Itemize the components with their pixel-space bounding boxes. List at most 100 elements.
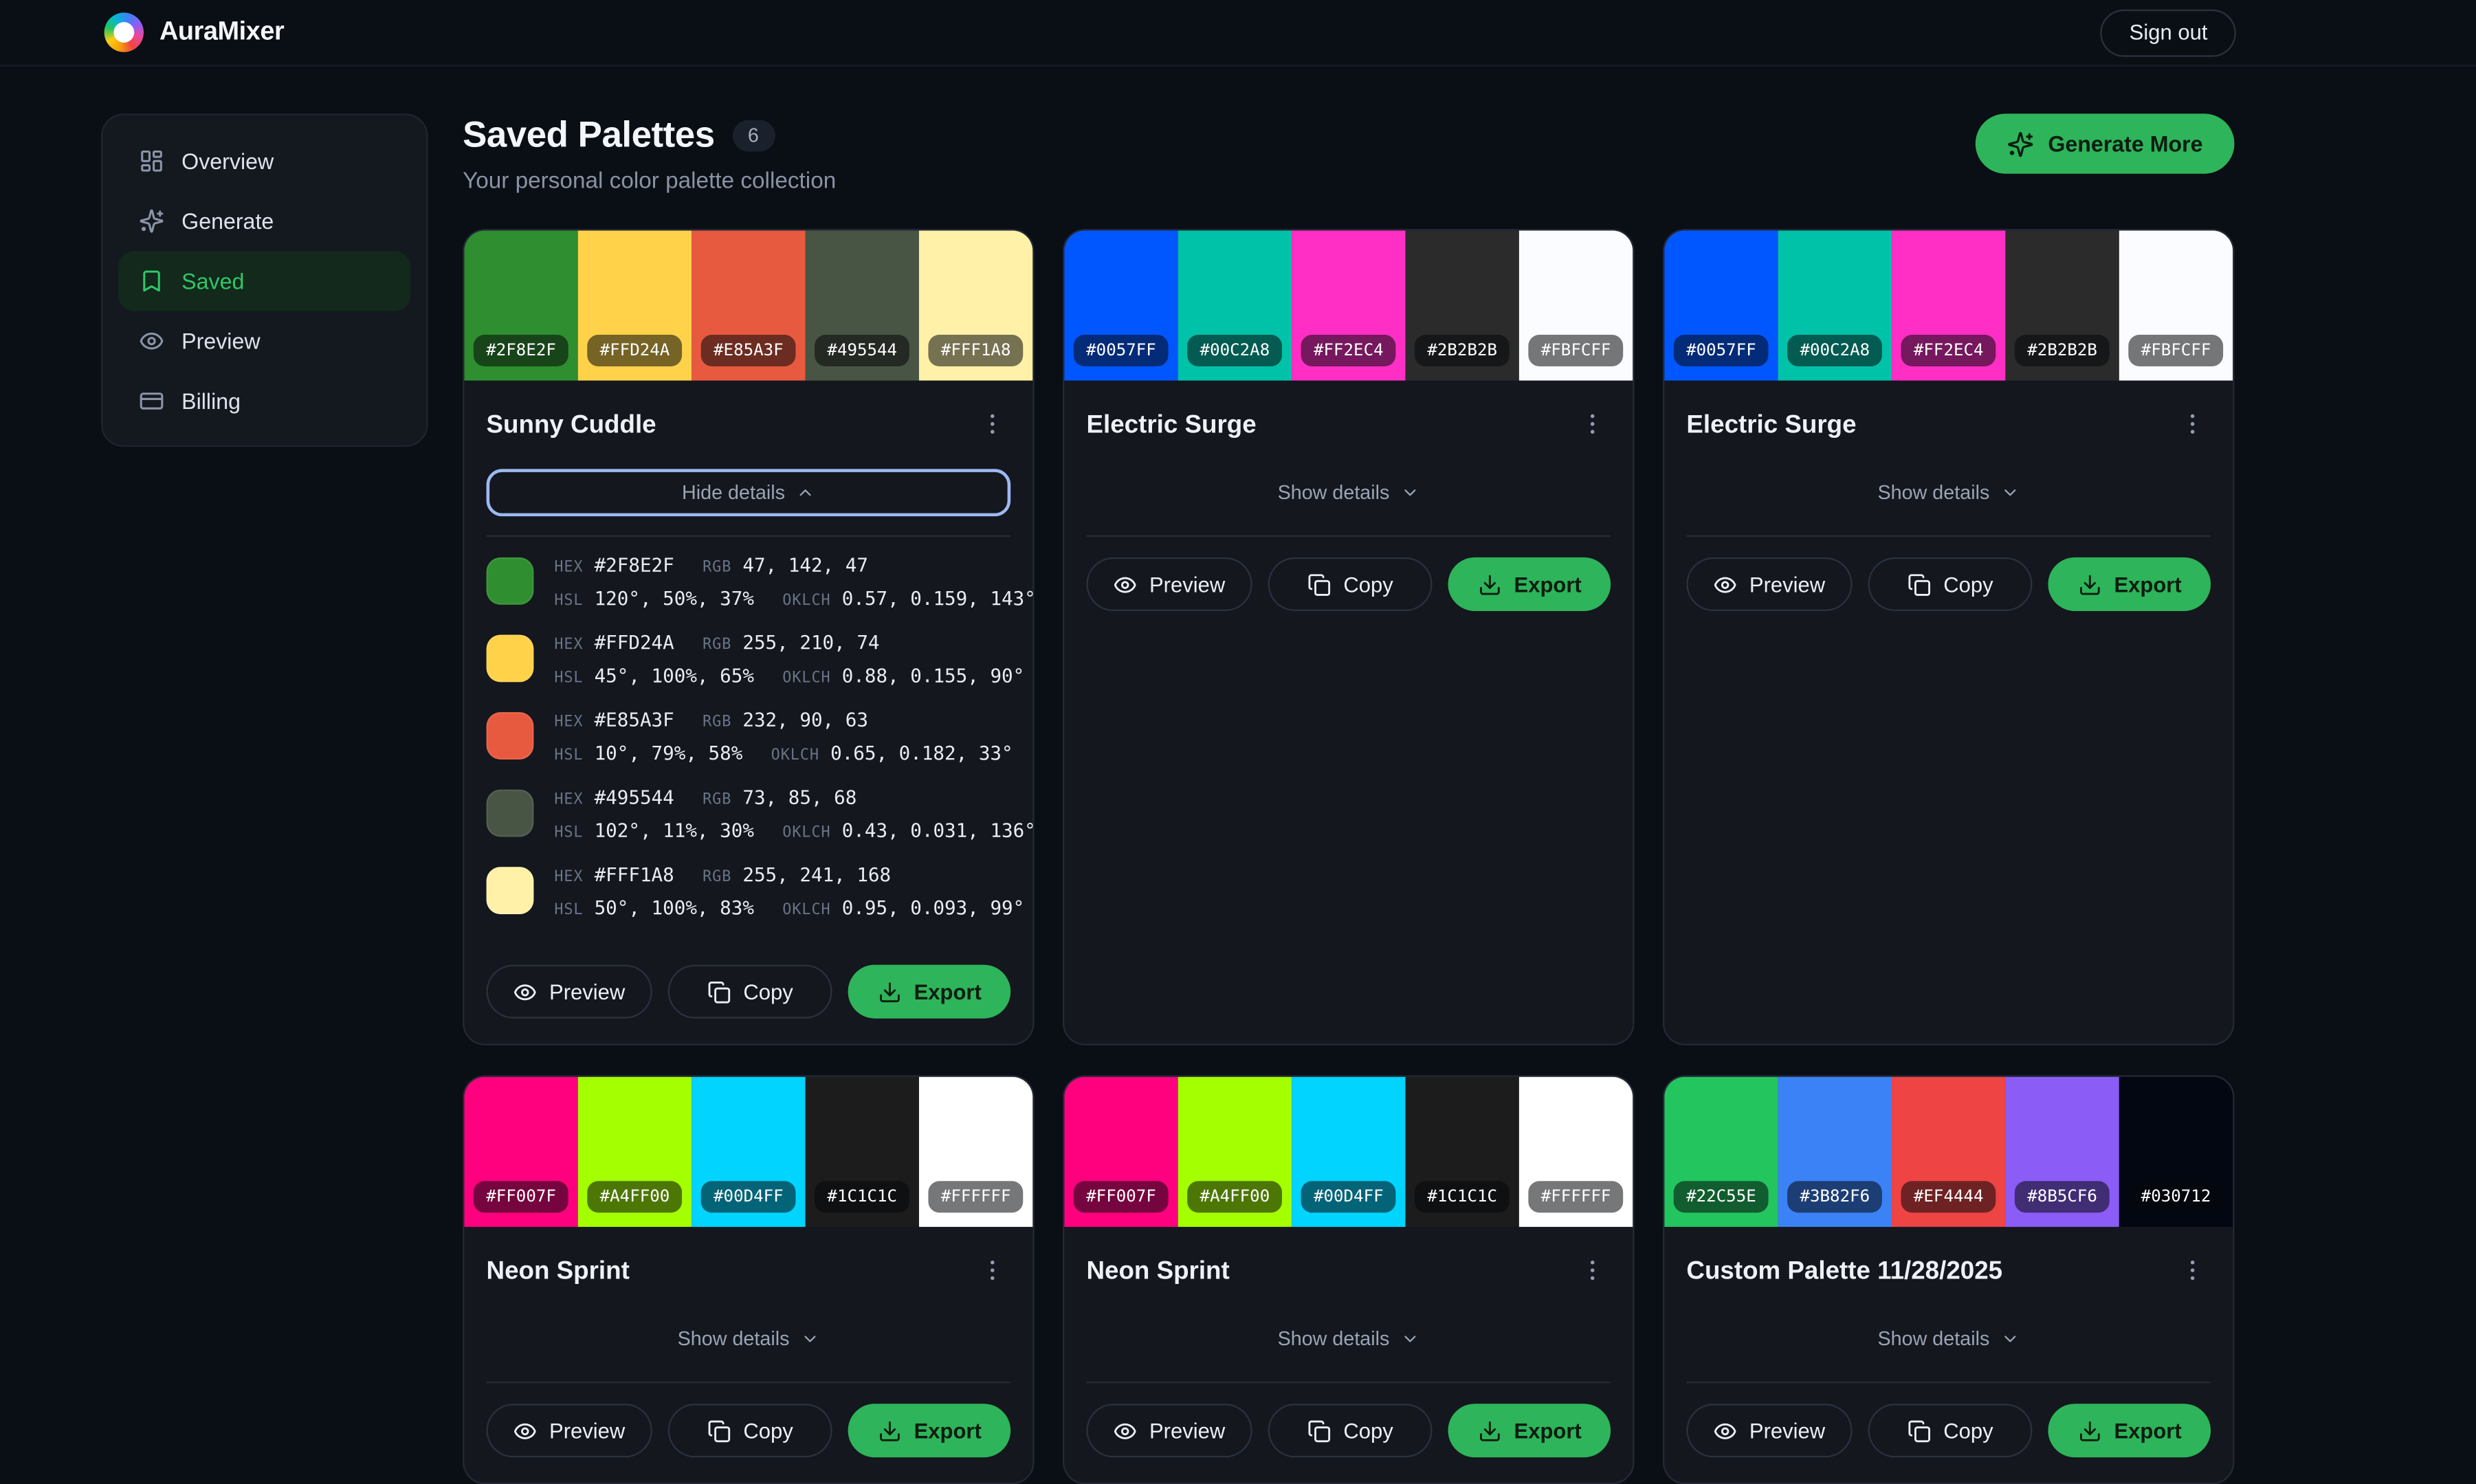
rgb-value: 47, 142, 47: [742, 554, 868, 577]
swatch-hex-chip: #00D4FF: [1301, 1180, 1397, 1213]
palette-swatch[interactable]: #3B82F6: [1778, 1076, 1892, 1227]
copy-button[interactable]: Copy: [1867, 1404, 2033, 1458]
copy-icon: [1907, 1419, 1930, 1442]
palette-grid: #2F8E2F #FFD24A #E85A3F #495544 #FFF1A8 Sunn…: [463, 229, 2235, 1484]
download-icon: [878, 1419, 901, 1442]
details-toggle-button[interactable]: Show details: [1086, 469, 1611, 516]
palette-swatch[interactable]: #030712: [2119, 1076, 2233, 1227]
palette-swatch[interactable]: #1C1C1C: [1405, 1076, 1519, 1227]
details-toggle-button[interactable]: Show details: [487, 1316, 1011, 1363]
export-button[interactable]: Export: [1448, 1404, 1611, 1458]
copy-button[interactable]: Copy: [667, 964, 833, 1019]
generate-more-button[interactable]: Generate More: [1975, 113, 2235, 174]
palette-swatch[interactable]: #00D4FF: [692, 1076, 806, 1227]
sign-out-button[interactable]: Sign out: [2101, 8, 2236, 56]
palette-name: Neon Sprint: [1086, 1258, 1230, 1285]
swatch-hex-chip: #FF007F: [473, 1180, 569, 1213]
palette-swatch[interactable]: #A4FF00: [577, 1076, 692, 1227]
export-button[interactable]: Export: [2048, 1404, 2211, 1458]
divider: [1086, 535, 1611, 538]
preview-button[interactable]: Preview: [1686, 1404, 1852, 1458]
palette-card: #2F8E2F #FFD24A #E85A3F #495544 #FFF1A8 Sunn…: [463, 229, 1035, 1045]
copy-button[interactable]: Copy: [667, 1404, 833, 1458]
rgb-value: 255, 241, 168: [742, 863, 892, 886]
palette-swatch[interactable]: #FF2EC4: [1292, 230, 1406, 381]
bookmark-icon: [139, 269, 164, 294]
swatch-hex-chip: #1C1C1C: [815, 1180, 910, 1213]
color-detail-row: HEX #2F8E2F RGB 47, 142, 47 HSL 120°, 50%, …: [486, 554, 1032, 620]
oklch-value: 0.95, 0.093, 99°: [841, 896, 1025, 919]
palette-name: Neon Sprint: [486, 1258, 630, 1285]
palette-swatch[interactable]: #0057FF: [1064, 230, 1178, 381]
palette-swatch[interactable]: #2F8E2F: [464, 230, 578, 381]
palette-swatch[interactable]: #E85A3F: [692, 230, 806, 381]
preview-button[interactable]: Preview: [486, 964, 652, 1019]
palette-card: #0057FF #00C2A8 #FF2EC4 #2B2B2B #FBFCFF Elec…: [1063, 229, 1635, 1045]
card-menu-button[interactable]: [973, 1254, 1010, 1292]
palette-swatch[interactable]: #8B5CF6: [2005, 1076, 2119, 1227]
details-toggle-button[interactable]: Show details: [1086, 1316, 1611, 1363]
palette-swatch[interactable]: #495544: [805, 230, 919, 381]
export-button[interactable]: Export: [848, 1404, 1011, 1458]
palette-swatch[interactable]: #1C1C1C: [805, 1076, 919, 1227]
copy-button[interactable]: Copy: [1867, 557, 2033, 612]
sidebar-item-saved[interactable]: Saved: [118, 251, 411, 311]
sidebar-item-overview[interactable]: Overview: [118, 131, 410, 191]
preview-button[interactable]: Preview: [486, 1404, 652, 1458]
chevron-down-icon: [801, 1329, 820, 1349]
palette-swatch[interactable]: #00C2A8: [1778, 230, 1892, 381]
download-icon: [2078, 1419, 2101, 1442]
swatch-hex-chip: #00D4FF: [700, 1180, 797, 1213]
palette-name: Electric Surge: [1086, 412, 1257, 439]
preview-button[interactable]: Preview: [1686, 557, 1852, 612]
card-menu-button[interactable]: [973, 408, 1010, 445]
copy-icon: [707, 979, 731, 1003]
kebab-icon: [1578, 410, 1605, 442]
palette-swatch[interactable]: #FFFFFF: [1518, 1076, 1633, 1227]
card-menu-button[interactable]: [1573, 408, 1611, 445]
preview-button[interactable]: Preview: [1086, 557, 1252, 612]
copy-button[interactable]: Copy: [1267, 557, 1433, 612]
palette-swatch[interactable]: #FFD24A: [577, 230, 692, 381]
sidebar-item-preview[interactable]: Preview: [118, 311, 410, 371]
card-menu-button[interactable]: [2173, 408, 2211, 445]
palette-swatch[interactable]: #FF2EC4: [1892, 230, 2006, 381]
palette-swatch[interactable]: #00D4FF: [1292, 1076, 1406, 1227]
copy-icon: [1907, 573, 1930, 596]
palette-swatch[interactable]: #FBFCFF: [2119, 230, 2233, 381]
sidebar-item-generate[interactable]: Generate: [118, 191, 410, 251]
card-menu-button[interactable]: [2173, 1254, 2211, 1292]
palette-swatch[interactable]: #EF4444: [1892, 1076, 2006, 1227]
palette-swatch[interactable]: #FF007F: [1064, 1076, 1178, 1227]
divider: [486, 1382, 1011, 1384]
card-menu-button[interactable]: [1573, 1254, 1611, 1292]
copy-button[interactable]: Copy: [1267, 1404, 1433, 1458]
credit-card-icon: [139, 388, 164, 414]
sidebar-item-billing[interactable]: Billing: [118, 371, 410, 431]
swatch-hex-chip: #00C2A8: [1187, 333, 1283, 366]
palette-swatch[interactable]: #A4FF00: [1178, 1076, 1292, 1227]
palette-swatch[interactable]: #22C55E: [1664, 1076, 1778, 1227]
swatch-hex-chip: #FF2EC4: [1901, 333, 1996, 366]
swatch-hex-chip: #1C1C1C: [1414, 1180, 1510, 1213]
details-toggle-button[interactable]: Hide details: [486, 469, 1011, 517]
palette-swatch[interactable]: #2B2B2B: [1405, 230, 1519, 381]
export-button[interactable]: Export: [848, 964, 1011, 1019]
palette-swatch[interactable]: #00C2A8: [1178, 230, 1292, 381]
palette-swatch[interactable]: #2B2B2B: [2005, 230, 2119, 381]
swatch-hex-chip: #2B2B2B: [1414, 333, 1510, 366]
export-button[interactable]: Export: [1448, 557, 1611, 612]
palette-swatch[interactable]: #FF007F: [464, 1076, 578, 1227]
palette-swatch[interactable]: #0057FF: [1664, 230, 1778, 381]
copy-icon: [1307, 573, 1330, 596]
preview-button[interactable]: Preview: [1086, 1404, 1252, 1458]
swatch-hex-chip: #FFFFFF: [928, 1180, 1024, 1213]
details-toggle-button[interactable]: Show details: [1686, 1316, 2211, 1363]
palette-swatch[interactable]: #FBFCFF: [1518, 230, 1633, 381]
hsl-value: 120°, 50%, 37%: [594, 587, 754, 610]
palette-swatch[interactable]: #FFFFFF: [918, 1076, 1033, 1227]
details-toggle-button[interactable]: Show details: [1686, 469, 2211, 516]
palette-swatch[interactable]: #FFF1A8: [918, 230, 1033, 381]
swatch-hex-chip: #22C55E: [1673, 1180, 1769, 1213]
export-button[interactable]: Export: [2048, 557, 2211, 612]
